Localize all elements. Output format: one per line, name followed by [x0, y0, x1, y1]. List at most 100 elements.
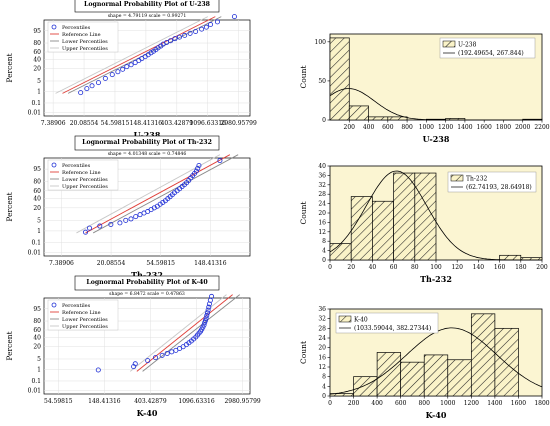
x-tick-label: 180: [515, 264, 527, 271]
legend-box: [47, 21, 119, 53]
legend-label: (192.49654, 267.844): [458, 50, 524, 57]
legend-label: Th-232: [466, 176, 488, 183]
percentile-point: [209, 293, 215, 299]
hist-bar: [368, 116, 389, 121]
percentile-point: [202, 317, 208, 323]
normal-curve: [329, 88, 542, 121]
x-tick-label: 1200: [438, 124, 453, 131]
percentile-point: [187, 30, 193, 36]
y-tick-label: 32: [318, 316, 326, 323]
percentile-point: [159, 352, 165, 358]
x-axis-label: Th-232: [131, 270, 163, 280]
percentile-point: [193, 168, 199, 174]
reference-line: [62, 16, 216, 94]
legend-box: [447, 171, 537, 193]
legend-swatch: [450, 174, 464, 182]
y-tick-label: 60: [33, 327, 41, 334]
y-tick-label: 1: [37, 366, 41, 373]
plot-title: Lognormal Probability Plot of U-238: [84, 1, 210, 8]
x-tick-label: 403.42879: [161, 120, 194, 127]
legend-label: Percentiles: [62, 25, 91, 31]
x-tick-label: 600: [395, 400, 407, 407]
y-tick-label: 40: [33, 335, 41, 342]
percentile-point: [217, 158, 223, 164]
y-tick-label: 80: [33, 318, 41, 325]
legend-box: [47, 159, 119, 191]
x-tick-label: 148.41316: [130, 120, 163, 127]
legend-label: Lower Percentiles: [62, 177, 108, 183]
x-tick-label: 800: [401, 124, 413, 131]
x-tick-label: 600: [382, 124, 394, 131]
legend-label: Upper Percentiles: [62, 324, 108, 330]
x-tick-label: 200: [348, 400, 360, 407]
y-tick-label: 50: [318, 78, 326, 85]
y-axis-label: Percent: [5, 53, 14, 82]
x-tick-label: 2200: [534, 124, 549, 131]
hist-bar: [423, 354, 449, 397]
percentile-point: [168, 38, 174, 44]
plot-subtitle: shape = 4.01348 scale = 0.74846: [108, 151, 187, 157]
percentile-point: [95, 367, 101, 373]
y-tick-label: 95: [33, 306, 41, 313]
percentile-point: [177, 34, 183, 40]
legend-label: K-40: [354, 317, 368, 324]
percentile-point: [148, 50, 154, 56]
percentile-point: [206, 301, 212, 307]
x-tick-label: 1600: [477, 124, 492, 131]
legend-label: (62.74193, 28.64918): [466, 184, 532, 191]
legend-label: Lower Percentiles: [62, 39, 108, 45]
y-tick-label: 5: [37, 217, 41, 224]
y-tick-label: 40: [33, 57, 41, 64]
percentile-point: [203, 315, 209, 321]
legend-box: [47, 299, 119, 331]
normal-curve: [329, 170, 542, 261]
legend-marker: [51, 302, 57, 308]
x-tick-label: 1000: [440, 400, 455, 407]
percentile-point: [182, 32, 188, 38]
y-tick-label: 60: [33, 188, 41, 195]
plot-title-box: [74, 135, 220, 151]
x-tick-label: 1000: [419, 124, 434, 131]
percentile-point: [128, 216, 134, 222]
x-tick-label: 1096.63316: [178, 398, 214, 405]
percentile-point: [108, 221, 114, 227]
x-tick-label: 148.41316: [88, 398, 121, 405]
percentile-point: [173, 347, 179, 353]
x-tick-label: 1400: [487, 400, 502, 407]
percentile-point: [164, 39, 170, 45]
y-tick-label: 0.1: [31, 240, 41, 247]
y-tick-label: 5: [37, 78, 41, 85]
legend-label: Reference Line: [62, 170, 101, 176]
plot-subtitle: shape = 4.79119 scale = 0.99271: [108, 13, 187, 19]
percentile-point: [78, 90, 84, 96]
y-tick-label: 24: [318, 201, 326, 208]
y-tick-label: 80: [33, 40, 41, 47]
x-axis-label: K-40: [426, 410, 447, 420]
percentile-point: [172, 36, 178, 42]
y-tick-label: 1: [37, 228, 41, 235]
legend-swatch: [338, 315, 352, 323]
y-tick-label: 100: [315, 39, 327, 46]
y-axis-label: Count: [299, 66, 308, 89]
legend-box: [439, 37, 536, 59]
hist-bar: [329, 37, 350, 121]
legend-label: Percentiles: [62, 163, 91, 169]
hist-bar: [329, 243, 352, 261]
legend-label: U-238: [458, 42, 477, 49]
percentile-point: [205, 307, 211, 313]
x-tick-label: 2980.95799: [224, 398, 260, 405]
x-tick-label: 0: [328, 400, 332, 407]
legend-marker: [51, 162, 57, 168]
y-tick-label: 4: [322, 383, 326, 390]
x-tick-label: 800: [418, 400, 430, 407]
y-tick-label: 95: [33, 28, 41, 35]
legend-box: [335, 312, 439, 334]
x-tick-label: 7.38906: [41, 120, 66, 127]
percentile-point: [117, 220, 123, 226]
legend-swatch: [442, 40, 456, 48]
y-tick-label: 32: [318, 182, 326, 189]
percentile-point: [203, 24, 209, 30]
x-tick-label: 60: [390, 264, 398, 271]
x-tick-label: 1200: [464, 400, 479, 407]
x-tick-label: 120: [451, 264, 463, 271]
